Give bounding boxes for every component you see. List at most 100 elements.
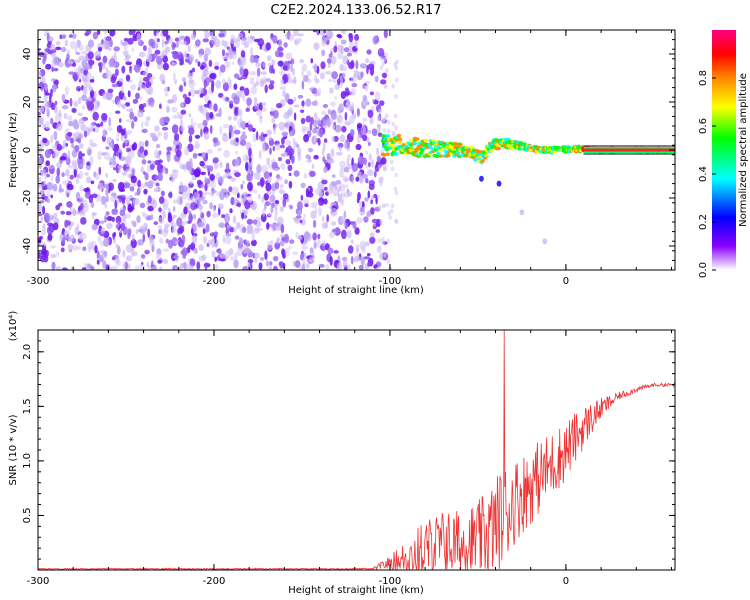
noise-blob bbox=[43, 254, 49, 263]
noise-blob bbox=[106, 222, 113, 229]
noise-blob bbox=[124, 55, 129, 64]
noise-blob bbox=[132, 98, 139, 104]
noise-blob bbox=[246, 262, 251, 270]
noise-blob bbox=[301, 80, 305, 90]
noise-blob bbox=[190, 118, 194, 126]
noise-blob bbox=[182, 93, 188, 99]
noise-blob bbox=[322, 120, 328, 129]
noise-blob bbox=[247, 195, 253, 203]
noise-blob bbox=[45, 63, 52, 70]
noise-blob bbox=[256, 130, 259, 141]
noise-blob bbox=[59, 156, 67, 161]
noise-blob bbox=[252, 219, 258, 225]
noise-blob bbox=[282, 198, 287, 208]
noise-blob bbox=[189, 180, 194, 185]
noise-blob bbox=[149, 239, 155, 247]
noise-blob bbox=[113, 46, 120, 52]
noise-blob bbox=[78, 133, 83, 139]
noise-blob bbox=[244, 247, 251, 254]
noise-blob bbox=[51, 78, 56, 82]
noise-blob bbox=[194, 134, 201, 139]
noise-blob bbox=[120, 85, 124, 94]
noise-blob bbox=[135, 92, 140, 100]
noise-blob bbox=[321, 49, 326, 57]
noise-blob bbox=[129, 194, 133, 199]
noise-blob bbox=[88, 194, 94, 204]
noise-blob bbox=[354, 39, 358, 49]
noise-blob bbox=[230, 139, 236, 146]
noise-blob bbox=[132, 168, 135, 176]
noise-blob bbox=[378, 108, 383, 114]
noise-blob bbox=[282, 193, 289, 200]
noise-blob bbox=[141, 120, 144, 129]
signal-blob bbox=[397, 140, 403, 144]
noise-blob bbox=[62, 179, 69, 186]
noise-blob bbox=[197, 104, 203, 112]
noise-blob bbox=[91, 223, 98, 231]
noise-blob bbox=[74, 59, 81, 63]
noise-blob bbox=[371, 128, 378, 137]
noise-blob bbox=[50, 134, 54, 144]
noise-blob bbox=[321, 244, 326, 252]
noise-blob bbox=[273, 126, 276, 135]
noise-blob bbox=[74, 226, 79, 236]
noise-blob bbox=[233, 129, 241, 135]
noise-blob bbox=[159, 117, 164, 126]
noise-blob bbox=[219, 64, 226, 73]
noise-blob bbox=[331, 221, 337, 226]
noise-blob bbox=[321, 240, 327, 247]
noise-blob bbox=[100, 227, 106, 234]
noise-blob bbox=[179, 58, 184, 65]
noise-blob bbox=[239, 89, 245, 99]
noise-blob bbox=[223, 149, 230, 158]
noise-blob bbox=[253, 101, 258, 109]
noise-blob bbox=[222, 123, 230, 129]
snr-ticks: -300 -200 -100 0 0.5 1.0 1.5 2.0 bbox=[22, 329, 675, 587]
noise-blob bbox=[47, 233, 53, 241]
noise-blob bbox=[184, 96, 191, 105]
noise-blob bbox=[110, 163, 115, 169]
noise-blob bbox=[349, 115, 355, 124]
noise-blob bbox=[164, 86, 169, 93]
noise-blob bbox=[83, 130, 88, 138]
noise-blob bbox=[99, 64, 102, 73]
noise-blob bbox=[368, 183, 375, 191]
noise-blob bbox=[235, 137, 239, 143]
noise-blob bbox=[283, 111, 290, 120]
noise-blob bbox=[97, 236, 102, 243]
noise-blob bbox=[323, 198, 328, 205]
noise-blob bbox=[342, 55, 349, 65]
noise-blob bbox=[371, 218, 378, 224]
noise-blob bbox=[209, 111, 214, 119]
noise-blob bbox=[162, 248, 170, 252]
noise-blob bbox=[355, 143, 362, 151]
noise-blob bbox=[43, 212, 50, 222]
noise-blob bbox=[346, 52, 352, 57]
noise-blob bbox=[236, 221, 241, 228]
noise-blob bbox=[84, 172, 89, 176]
noise-blob bbox=[205, 153, 208, 161]
noise-blob bbox=[110, 265, 118, 270]
noise-blob bbox=[67, 164, 74, 169]
noise-blob bbox=[151, 265, 158, 270]
signal-blob bbox=[457, 154, 462, 159]
noise-blob bbox=[282, 90, 286, 97]
noise-blob bbox=[351, 77, 354, 82]
noise-blob bbox=[317, 239, 321, 249]
noise-blob bbox=[276, 103, 283, 109]
noise-blob bbox=[262, 62, 266, 68]
noise-blob bbox=[340, 30, 347, 35]
noise-blob bbox=[78, 150, 83, 160]
noise-blob bbox=[365, 58, 370, 64]
noise-blob bbox=[290, 63, 293, 73]
noise-blob bbox=[100, 121, 104, 127]
x-tick-label: -100 bbox=[379, 576, 402, 587]
noise-blob bbox=[199, 65, 205, 70]
noise-blob bbox=[393, 62, 398, 67]
spectrogram-heatmap bbox=[38, 30, 675, 270]
noise-blob bbox=[265, 182, 272, 192]
x-tick-label: -100 bbox=[379, 276, 402, 287]
noise-blob bbox=[226, 190, 229, 200]
noise-blob bbox=[300, 252, 307, 260]
